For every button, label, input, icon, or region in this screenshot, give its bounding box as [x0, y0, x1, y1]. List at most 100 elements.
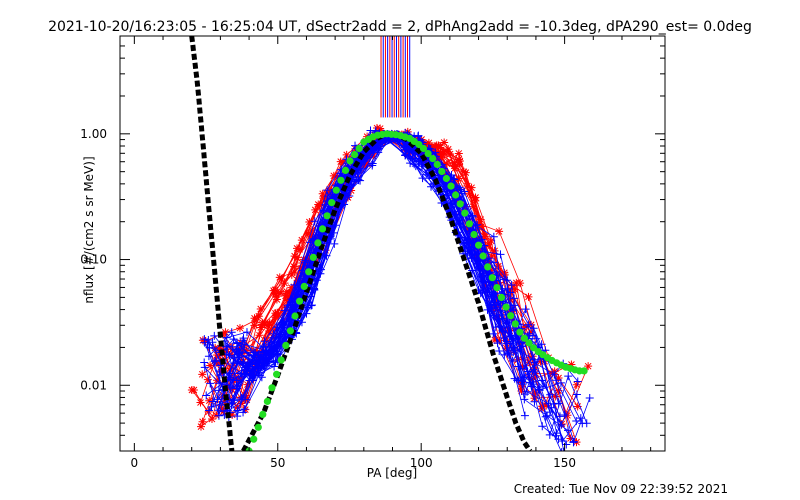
- profile-point: [454, 174, 463, 183]
- profile-point: [196, 422, 205, 431]
- fit-point-green: [341, 166, 350, 174]
- profile-point: [307, 230, 316, 239]
- fit-point-green: [461, 209, 469, 217]
- profile-point: [537, 405, 546, 414]
- fit-point-green: [525, 339, 533, 347]
- profile-point: [239, 369, 248, 378]
- profile-point: [277, 318, 286, 327]
- profile-point: [210, 331, 219, 340]
- plot-area: [187, 36, 594, 451]
- profile-point: [472, 259, 481, 268]
- profile-point: [262, 336, 271, 345]
- profile-point: [241, 405, 250, 414]
- profile-point: [542, 401, 551, 410]
- profile-point: [427, 143, 436, 152]
- profile-point: [549, 399, 558, 408]
- profile-point: [490, 258, 499, 267]
- profile-point: [342, 150, 351, 159]
- profile-point: [490, 246, 499, 255]
- profile-point: [205, 396, 214, 405]
- profile-point: [244, 357, 253, 366]
- profile-point: [495, 336, 504, 345]
- profile-point: [564, 372, 573, 381]
- profile-point: [572, 380, 581, 389]
- profile-point: [220, 397, 229, 406]
- profile-point: [212, 376, 221, 385]
- x-tick-label: 100: [410, 456, 433, 470]
- profile-point: [219, 330, 228, 339]
- y-tick-label: 0.01: [80, 378, 107, 392]
- profile-point: [201, 337, 210, 346]
- profile-point: [477, 235, 486, 244]
- fit-point-green: [488, 274, 496, 282]
- profile-point: [469, 202, 478, 211]
- profile-point: [250, 321, 259, 330]
- profile-point: [418, 174, 427, 183]
- profile-point: [368, 161, 377, 170]
- fit-curve-black: [189, 36, 235, 451]
- profile-point: [489, 329, 498, 338]
- profile-point: [310, 284, 319, 293]
- profile-point: [455, 160, 464, 169]
- profile-point: [476, 215, 485, 224]
- profile-point: [561, 448, 563, 451]
- profile-point: [484, 257, 493, 266]
- fit-point-green: [497, 293, 506, 301]
- profile-point: [434, 141, 443, 150]
- fit-point-green: [502, 303, 510, 311]
- fit-point-green: [273, 370, 281, 378]
- profile-point: [244, 351, 253, 360]
- profile-point: [198, 370, 207, 379]
- profile-point: [567, 360, 576, 369]
- profile-point: [222, 342, 231, 351]
- fit-point-green: [442, 174, 450, 183]
- fit-point-green: [346, 157, 354, 165]
- fit-point-green: [493, 284, 501, 292]
- profile-point: [314, 200, 323, 209]
- profile-point: [536, 357, 545, 366]
- profile-point: [202, 391, 211, 400]
- profile-point: [517, 387, 526, 396]
- profile-point: [526, 328, 535, 337]
- profile-point: [454, 149, 463, 158]
- profile-point: [490, 335, 499, 344]
- profile-point: [272, 290, 281, 299]
- profile-point: [196, 398, 205, 407]
- profile-point: [256, 323, 265, 332]
- fit-point-green: [580, 367, 588, 375]
- profile-point: [305, 217, 314, 226]
- profile-point: [489, 232, 498, 241]
- profile-point: [263, 321, 272, 330]
- profile-point: [318, 189, 327, 198]
- profile-point: [520, 390, 529, 399]
- profile-point: [424, 138, 433, 147]
- fit-point-green: [286, 327, 294, 335]
- profile-point: [323, 186, 332, 195]
- profile-point: [207, 415, 216, 424]
- profile-point: [522, 322, 531, 331]
- fit-point-green: [516, 328, 524, 336]
- profile-point: [554, 374, 563, 383]
- profile-point: [283, 296, 292, 305]
- profile-point: [545, 430, 554, 439]
- profile-point: [242, 328, 251, 337]
- profile-point: [582, 419, 591, 428]
- profile-point: [516, 279, 525, 288]
- profile-point: [524, 292, 533, 301]
- profile-point: [513, 355, 522, 364]
- profile-point: [488, 304, 497, 313]
- profile-point: [198, 336, 207, 345]
- fit-point-green: [296, 297, 304, 305]
- profile-point: [566, 434, 575, 443]
- profile-line: [213, 134, 562, 426]
- profile-point: [290, 268, 299, 277]
- profile-point: [269, 286, 278, 295]
- profile-point: [233, 406, 242, 415]
- fit-point-green: [424, 150, 432, 158]
- profile-point: [323, 192, 332, 201]
- profile-point: [203, 340, 212, 349]
- profile-point: [259, 359, 268, 368]
- profile-point: [461, 168, 470, 177]
- profile-point: [499, 275, 508, 284]
